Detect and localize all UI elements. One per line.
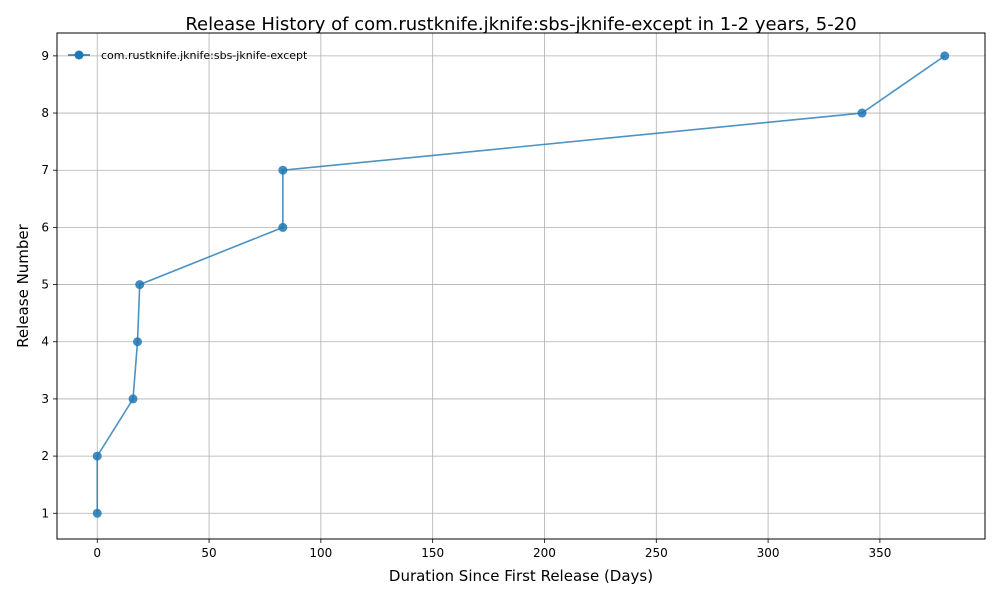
data-point [278,222,288,232]
y-tick-label: 5 [41,278,49,292]
legend: com.rustknife.jknife:sbs-jknife-except [68,49,308,62]
x-tick-label: 200 [533,546,556,560]
y-tick-label: 2 [41,449,49,463]
data-point [940,51,950,61]
x-tick-label: 300 [757,546,780,560]
x-axis-label: Duration Since First Release (Days) [389,567,653,585]
x-tick-label: 100 [309,546,332,560]
legend-label: com.rustknife.jknife:sbs-jknife-except [101,49,308,62]
chart-title: Release History of com.rustknife.jknife:… [185,14,856,35]
grid-lines [57,33,985,539]
data-point [135,280,145,290]
x-axis-ticks: 0 50 100 150 200 250 300 350 [93,539,891,560]
y-tick-label: 8 [41,106,49,120]
x-tick-label: 350 [868,546,891,560]
data-point [133,337,143,347]
y-tick-label: 9 [41,49,49,63]
legend-marker [74,50,84,60]
x-tick-label: 50 [201,546,216,560]
x-tick-label: 150 [421,546,444,560]
plot-frame [56,32,986,540]
y-tick-label: 4 [41,335,49,349]
y-tick-label: 3 [41,392,49,406]
y-tick-label: 7 [41,163,49,177]
x-tick-label: 250 [645,546,668,560]
y-axis-label: Release Number [14,223,32,347]
series-layer [92,51,950,518]
y-tick-label: 1 [41,506,49,520]
y-axis-ticks: 1 2 3 4 5 6 7 8 9 [41,49,57,520]
data-point [92,451,102,461]
data-point [128,394,138,404]
data-point [92,508,102,518]
data-point [857,108,867,118]
x-tick-label: 0 [93,546,101,560]
data-point [278,165,288,175]
y-tick-label: 6 [41,220,49,234]
